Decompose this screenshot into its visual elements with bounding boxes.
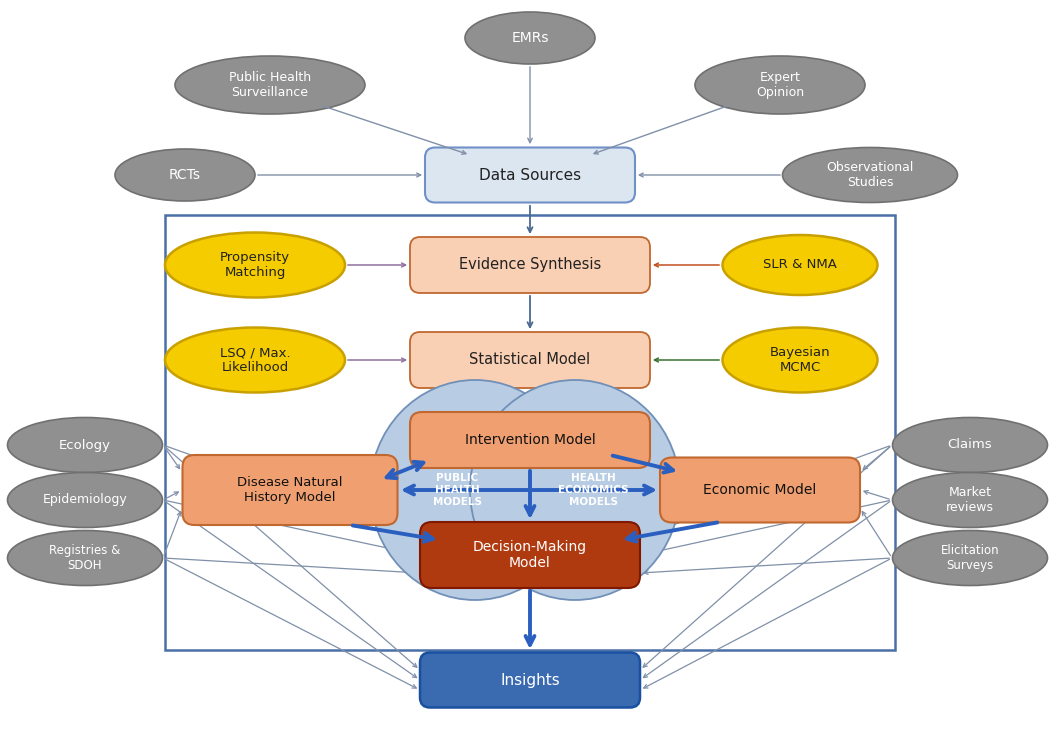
Text: Intervention Model: Intervention Model	[465, 433, 595, 447]
Ellipse shape	[166, 232, 345, 297]
Ellipse shape	[470, 380, 680, 600]
Ellipse shape	[892, 472, 1047, 528]
Text: Insights: Insights	[500, 672, 560, 688]
FancyBboxPatch shape	[425, 148, 634, 202]
Text: Market
reviews: Market reviews	[946, 486, 994, 514]
Text: Bayesian
MCMC: Bayesian MCMC	[769, 346, 831, 374]
Ellipse shape	[7, 418, 162, 472]
Ellipse shape	[723, 235, 877, 295]
FancyBboxPatch shape	[420, 652, 640, 708]
Text: Claims: Claims	[947, 438, 992, 452]
Text: RCTs: RCTs	[169, 168, 201, 182]
Text: Data Sources: Data Sources	[479, 168, 581, 182]
Ellipse shape	[695, 56, 865, 114]
Text: Propensity
Matching: Propensity Matching	[220, 251, 290, 279]
Ellipse shape	[7, 531, 162, 585]
Ellipse shape	[115, 149, 255, 201]
Text: PUBLIC
HEALTH
MODELS: PUBLIC HEALTH MODELS	[433, 473, 482, 506]
FancyBboxPatch shape	[410, 412, 650, 468]
FancyBboxPatch shape	[182, 455, 398, 525]
Text: Statistical Model: Statistical Model	[469, 353, 591, 368]
Ellipse shape	[723, 328, 877, 393]
Text: HEALTH
ECONOMICS
MODELS: HEALTH ECONOMICS MODELS	[558, 473, 628, 506]
Ellipse shape	[175, 56, 365, 114]
FancyBboxPatch shape	[660, 458, 860, 523]
Text: Elicitation
Surveys: Elicitation Surveys	[941, 544, 999, 572]
FancyBboxPatch shape	[410, 332, 650, 388]
Text: Expert
Opinion: Expert Opinion	[755, 71, 804, 99]
Ellipse shape	[892, 531, 1047, 585]
Ellipse shape	[166, 328, 345, 393]
Ellipse shape	[370, 380, 580, 600]
FancyBboxPatch shape	[410, 237, 650, 293]
Text: Observational
Studies: Observational Studies	[827, 161, 914, 189]
Ellipse shape	[7, 472, 162, 528]
Text: Public Health
Surveillance: Public Health Surveillance	[229, 71, 311, 99]
FancyBboxPatch shape	[420, 522, 640, 588]
Ellipse shape	[892, 418, 1047, 472]
Text: Registries &
SDOH: Registries & SDOH	[50, 544, 121, 572]
Text: Decision-Making
Model: Decision-Making Model	[473, 540, 587, 570]
Ellipse shape	[465, 12, 595, 64]
Text: Epidemiology: Epidemiology	[42, 494, 127, 506]
Ellipse shape	[783, 148, 957, 202]
Text: SLR & NMA: SLR & NMA	[763, 258, 837, 272]
Text: LSQ / Max.
Likelihood: LSQ / Max. Likelihood	[220, 346, 291, 374]
Text: Economic Model: Economic Model	[703, 483, 817, 497]
Text: EMRs: EMRs	[511, 31, 549, 45]
Text: Ecology: Ecology	[59, 438, 111, 452]
Text: Evidence Synthesis: Evidence Synthesis	[458, 258, 602, 272]
Text: Disease Natural
History Model: Disease Natural History Model	[238, 476, 343, 504]
